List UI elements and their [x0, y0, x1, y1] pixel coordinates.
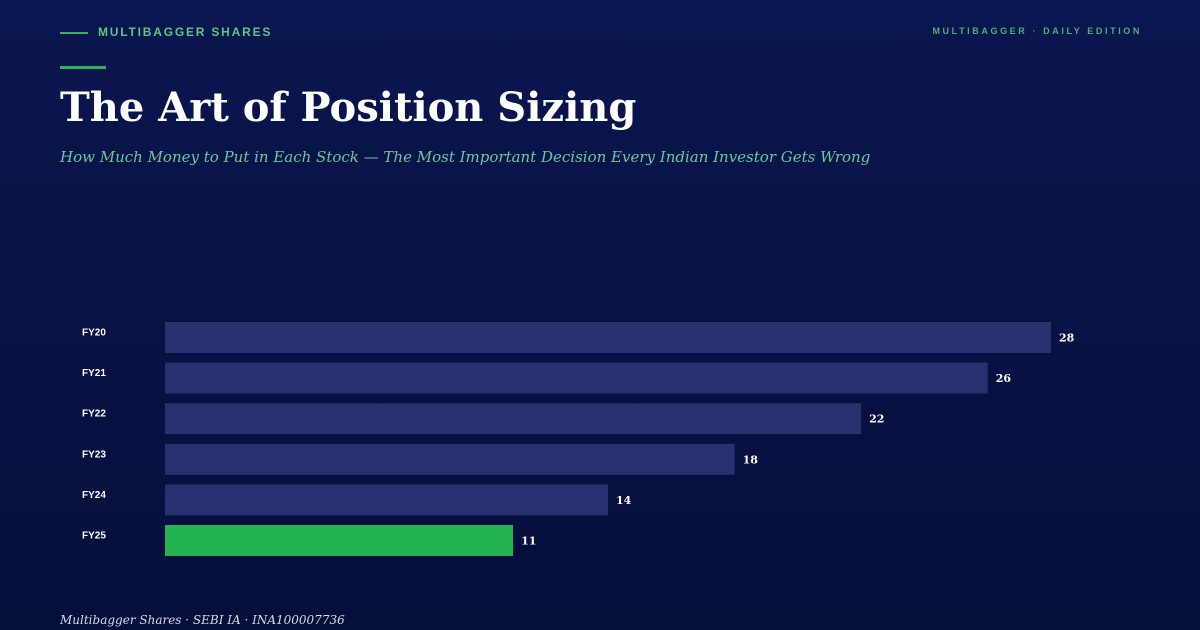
- category-label-fy23: FY23: [82, 449, 106, 460]
- bar-fy22: [165, 403, 862, 435]
- category-label-fy25: FY25: [82, 531, 106, 542]
- category-label-fy24: FY24: [82, 490, 106, 501]
- brand-dash: [60, 32, 88, 34]
- bar-fy20: [165, 322, 1051, 353]
- edition-label: MULTIBAGGER · DAILY EDITION: [932, 26, 1142, 36]
- category-label-fy22: FY22: [82, 409, 106, 420]
- value-label-fy21: 26: [996, 372, 1012, 385]
- page-title: The Art of Position Sizing: [60, 84, 637, 131]
- accent-rule: [60, 66, 106, 69]
- bar-fy24: [165, 484, 608, 516]
- value-label-fy25: 11: [521, 535, 536, 548]
- value-label-fy23: 18: [743, 453, 759, 466]
- value-label-fy24: 14: [616, 494, 632, 507]
- bar-fy23: [165, 443, 735, 475]
- brand-header: MULTIBAGGER SHARES: [60, 25, 272, 39]
- bar-fy25: [165, 525, 514, 556]
- category-label-fy20: FY20: [82, 328, 106, 339]
- page-subtitle: How Much Money to Put in Each Stock — Th…: [60, 148, 871, 166]
- brand-name: MULTIBAGGER SHARES: [98, 25, 273, 39]
- bar-chart: FY20 28 FY21 26 FY22 22 FY23 18 FY24 14 FY25 11: [82, 322, 1075, 556]
- value-label-fy20: 28: [1059, 332, 1075, 345]
- value-label-fy22: 22: [869, 413, 884, 426]
- bar-fy21: [165, 362, 988, 394]
- footer-credit: Multibagger Shares · SEBI IA · INA100007…: [60, 613, 345, 627]
- category-label-fy21: FY21: [82, 368, 106, 379]
